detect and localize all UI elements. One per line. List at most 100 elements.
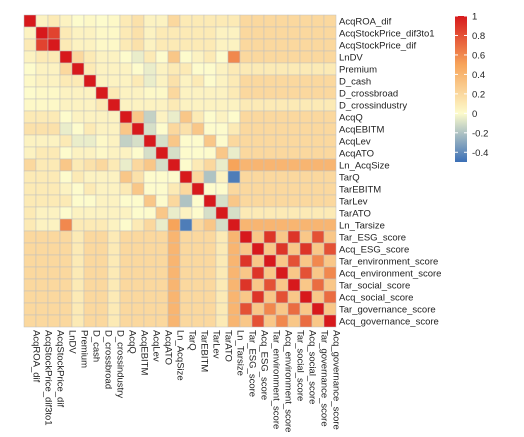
heatmap-cell <box>143 134 157 148</box>
heatmap-cell <box>263 14 277 28</box>
heatmap-cell <box>35 242 49 256</box>
row-label: Acq_social_score <box>339 292 413 303</box>
heatmap-cell <box>119 170 133 184</box>
heatmap-cell <box>227 266 241 280</box>
heatmap-cell <box>83 182 97 196</box>
heatmap-cell <box>107 158 121 172</box>
row-label: AcqStockPrice_dif <box>339 40 416 51</box>
heatmap-cell <box>59 62 73 76</box>
legend-tick-label: 0.6 <box>472 50 485 61</box>
heatmap-cell <box>287 98 301 112</box>
heatmap-cell <box>95 182 109 196</box>
heatmap-cell <box>215 206 229 220</box>
heatmap-cell <box>131 218 145 232</box>
heatmap-cell <box>215 134 229 148</box>
heatmap-cell <box>323 122 337 136</box>
heatmap-cell <box>311 218 325 232</box>
heatmap-cell <box>119 278 133 292</box>
heatmap-cell <box>47 122 61 136</box>
heatmap-cell <box>275 38 289 52</box>
heatmap-cell <box>83 290 97 304</box>
heatmap-cell <box>35 254 49 268</box>
heatmap-cell <box>35 206 49 220</box>
heatmap-cell <box>215 290 229 304</box>
heatmap-cell <box>275 170 289 184</box>
heatmap-cell <box>311 242 325 256</box>
row-label: Ln_AcqSize <box>339 160 390 171</box>
heatmap-cell <box>263 50 277 64</box>
heatmap-cell <box>251 182 265 196</box>
heatmap-cell <box>263 206 277 220</box>
heatmap-cell <box>251 86 265 100</box>
heatmap-cell <box>299 62 313 76</box>
heatmap-cell <box>299 314 313 328</box>
heatmap-cell <box>299 74 313 88</box>
heatmap-cell <box>215 14 229 28</box>
heatmap-cell <box>107 14 121 28</box>
heatmap-cell <box>107 218 121 232</box>
heatmap-cell <box>59 74 73 88</box>
heatmap-cell <box>263 86 277 100</box>
heatmap-cell <box>239 254 253 268</box>
heatmap-cell <box>107 110 121 124</box>
heatmap-cell <box>275 206 289 220</box>
heatmap-cell <box>323 290 337 304</box>
heatmap-cell <box>155 302 169 316</box>
heatmap-cell <box>203 50 217 64</box>
heatmap-cell <box>71 26 85 40</box>
heatmap-cell <box>59 14 73 28</box>
heatmap-cell <box>311 266 325 280</box>
heatmap-cell <box>227 182 241 196</box>
heatmap-cell <box>23 206 37 220</box>
heatmap-cell <box>191 74 205 88</box>
column-label: Tar_social_score <box>294 330 305 401</box>
heatmap-cell <box>191 206 205 220</box>
heatmap-cell <box>155 50 169 64</box>
heatmap-cell <box>227 158 241 172</box>
heatmap-cell <box>47 158 61 172</box>
heatmap-cell <box>155 218 169 232</box>
heatmap-cell <box>131 314 145 328</box>
row-label: AcqROA_dif <box>339 16 392 27</box>
heatmap-cell <box>143 314 157 328</box>
heatmap-cell <box>239 50 253 64</box>
heatmap-cell <box>167 278 181 292</box>
heatmap-cell <box>215 302 229 316</box>
heatmap-cell <box>311 170 325 184</box>
heatmap-cell <box>179 98 193 112</box>
heatmap-cell <box>47 230 61 244</box>
heatmap-cell <box>119 302 133 316</box>
heatmap-cell <box>119 86 133 100</box>
heatmap-cell <box>299 122 313 136</box>
legend-tick-label: 0.2 <box>472 89 485 100</box>
heatmap-cell <box>275 302 289 316</box>
heatmap-cell <box>275 134 289 148</box>
heatmap-cell <box>275 194 289 208</box>
heatmap-cell <box>47 86 61 100</box>
heatmap-cell <box>311 86 325 100</box>
heatmap-cell <box>23 98 37 112</box>
heatmap-cell <box>203 254 217 268</box>
heatmap-cell <box>203 86 217 100</box>
heatmap-cell <box>191 194 205 208</box>
heatmap-cell <box>35 122 49 136</box>
heatmap-cell <box>323 86 337 100</box>
heatmap-cell <box>167 62 181 76</box>
heatmap-cell <box>107 50 121 64</box>
heatmap-cell <box>71 134 85 148</box>
heatmap-cell <box>71 242 85 256</box>
heatmap-cell <box>287 290 301 304</box>
heatmap-cell <box>167 182 181 196</box>
heatmap-cell <box>251 26 265 40</box>
heatmap-cell <box>167 134 181 148</box>
heatmap-cell <box>323 134 337 148</box>
heatmap-cell <box>23 290 37 304</box>
heatmap-cell <box>71 110 85 124</box>
heatmap-cell <box>23 86 37 100</box>
heatmap-cell <box>323 314 337 328</box>
heatmap-cell <box>143 254 157 268</box>
column-label: Premium <box>78 330 89 368</box>
heatmap-cell <box>299 206 313 220</box>
heatmap-cell <box>191 26 205 40</box>
